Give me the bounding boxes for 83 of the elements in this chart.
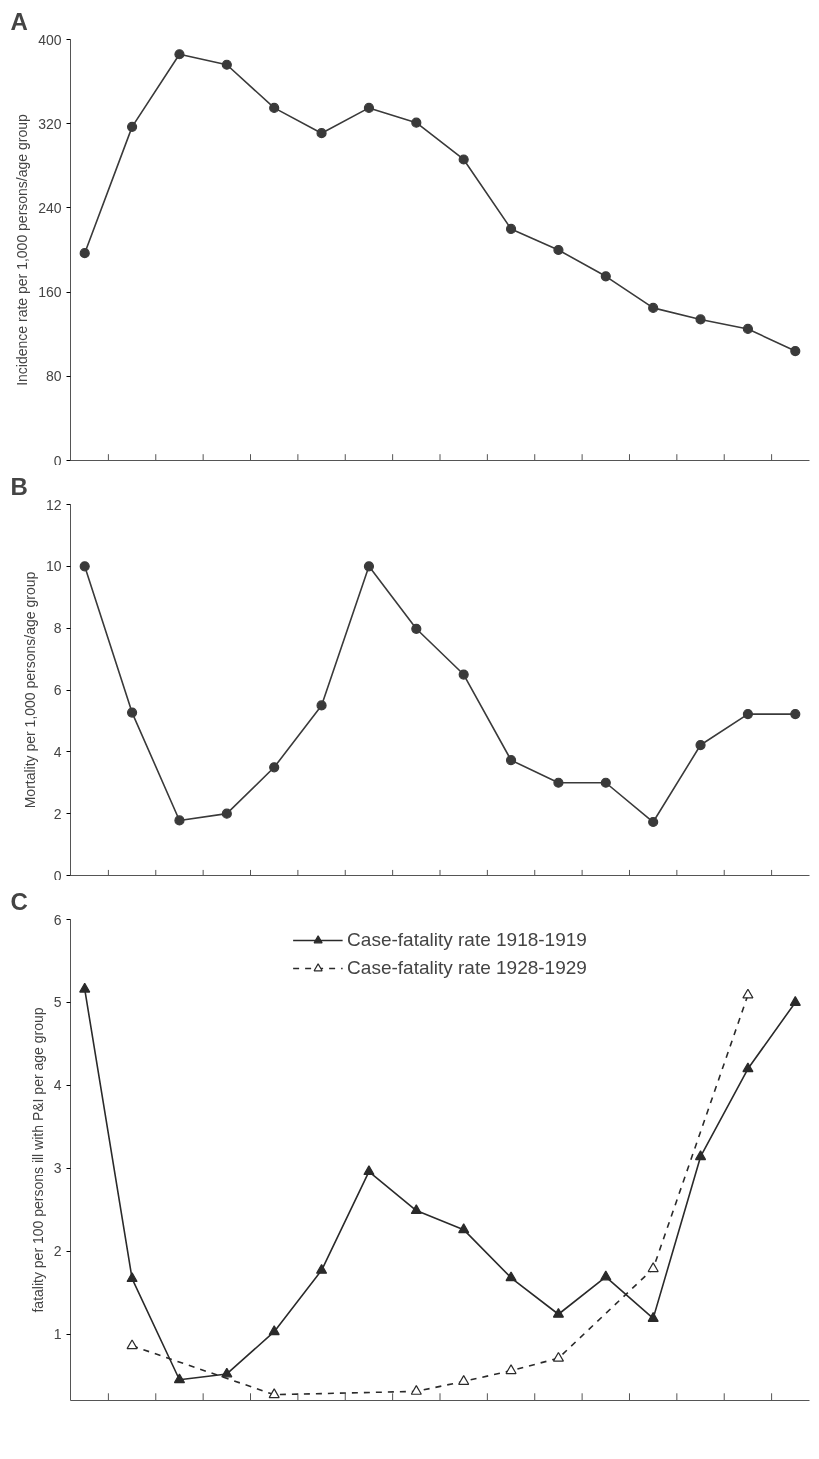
y-axis-title: Mortality per 1,000 persons/age group bbox=[21, 571, 38, 809]
point bbox=[126, 1272, 138, 1283]
point bbox=[269, 102, 280, 113]
point bbox=[694, 1150, 707, 1161]
point bbox=[221, 59, 232, 70]
point bbox=[269, 762, 280, 773]
y-tick-label: 0 bbox=[53, 867, 62, 884]
y-tick-label: 3 bbox=[53, 1160, 62, 1177]
point bbox=[410, 1204, 422, 1215]
y-tick-label: 5 bbox=[53, 994, 62, 1011]
point bbox=[173, 1373, 186, 1384]
point bbox=[600, 1270, 612, 1281]
point bbox=[126, 1339, 138, 1350]
point bbox=[742, 988, 754, 999]
y-tick-label: 240 bbox=[38, 199, 62, 216]
y-tick-label: 2 bbox=[53, 1243, 62, 1260]
y-tick-label: 320 bbox=[38, 115, 62, 132]
y-tick-label: 8 bbox=[53, 620, 62, 637]
y-tick-label: 4 bbox=[53, 743, 62, 760]
point bbox=[647, 1312, 659, 1322]
point bbox=[600, 271, 611, 282]
y-tick-label: 160 bbox=[38, 284, 62, 301]
point bbox=[789, 996, 801, 1006]
chart-title: C bbox=[10, 887, 28, 915]
y-tick-label: 400 bbox=[38, 31, 62, 48]
legend-label: Case-fatality rate 1918-1919 bbox=[347, 929, 587, 951]
point bbox=[648, 816, 659, 828]
point bbox=[505, 755, 517, 766]
y-axis-title: Incidence rate per 1,000 persons/age group bbox=[14, 113, 31, 386]
point bbox=[695, 739, 706, 751]
point bbox=[742, 323, 754, 335]
point bbox=[363, 561, 375, 572]
point bbox=[505, 1271, 517, 1282]
legend-label: Case-fatality rate 1928-1929 bbox=[347, 957, 587, 979]
y-axis-title: fatality per 100 persons ill with P&I per age group bbox=[29, 1007, 46, 1313]
point bbox=[268, 1388, 280, 1399]
point bbox=[126, 707, 138, 718]
point bbox=[458, 669, 469, 680]
y-tick-label: 1 bbox=[53, 1326, 62, 1343]
point bbox=[552, 1307, 565, 1318]
point bbox=[363, 1165, 375, 1176]
point bbox=[647, 1262, 659, 1273]
chart-title: B bbox=[10, 472, 28, 500]
point bbox=[316, 700, 327, 711]
point bbox=[268, 1325, 280, 1336]
point bbox=[221, 1367, 233, 1378]
point bbox=[174, 815, 185, 826]
point bbox=[411, 623, 422, 634]
y-tick-label: 6 bbox=[53, 911, 62, 928]
point bbox=[410, 1385, 422, 1395]
point bbox=[648, 302, 659, 313]
point bbox=[221, 808, 232, 819]
point bbox=[505, 1364, 517, 1375]
point bbox=[600, 777, 611, 788]
point bbox=[315, 1263, 328, 1274]
chart-title: A bbox=[10, 7, 28, 35]
point bbox=[790, 709, 801, 720]
point bbox=[363, 102, 375, 113]
point bbox=[174, 49, 185, 60]
y-tick-label: 10 bbox=[45, 558, 62, 575]
point bbox=[411, 117, 422, 128]
point bbox=[316, 128, 327, 139]
point bbox=[742, 1062, 754, 1073]
point bbox=[458, 1375, 470, 1385]
point bbox=[79, 982, 91, 993]
point bbox=[79, 248, 90, 259]
point bbox=[126, 121, 138, 132]
y-tick-label: 0 bbox=[53, 452, 62, 469]
point bbox=[505, 223, 517, 235]
y-tick-label: 4 bbox=[53, 1077, 62, 1094]
point bbox=[552, 1351, 565, 1362]
point bbox=[742, 709, 754, 720]
point bbox=[553, 777, 564, 788]
point bbox=[79, 561, 90, 572]
y-tick-label: 80 bbox=[45, 368, 62, 385]
y-tick-label: 12 bbox=[45, 496, 62, 513]
y-tick-label: 6 bbox=[53, 682, 62, 698]
point bbox=[695, 314, 706, 325]
point bbox=[458, 1223, 470, 1234]
y-tick-label: 2 bbox=[53, 805, 62, 822]
point bbox=[553, 244, 564, 256]
point bbox=[458, 154, 469, 165]
point bbox=[790, 345, 801, 357]
